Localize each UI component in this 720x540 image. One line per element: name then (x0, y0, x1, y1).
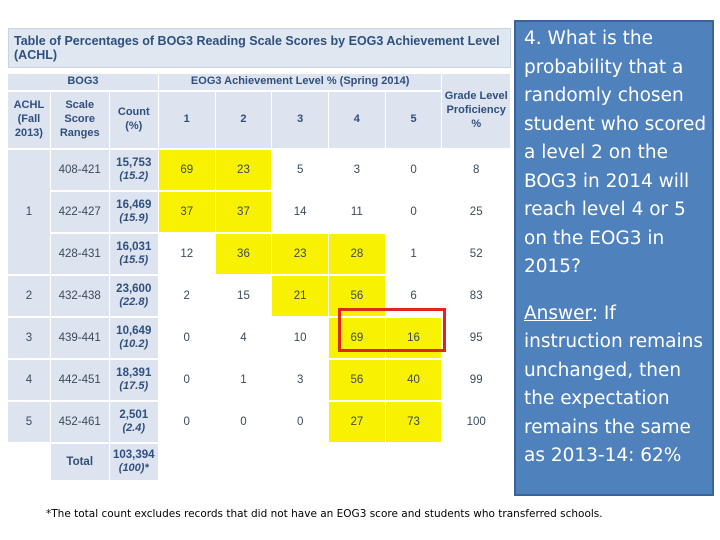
level-value-cell: 0 (272, 402, 329, 444)
range-cell: 428-431 (50, 234, 110, 276)
table-row: 4 442-451 18,391 (17.5) 0 1 3 56 40 99 (8, 360, 511, 402)
level-value-cell: 27 (329, 402, 386, 444)
table-row: 428-431 16,031 (15.5) 12 36 23 28 1 52 (8, 234, 511, 276)
level-value-cell: 2 (158, 276, 216, 318)
grade-cell: 100 (442, 402, 511, 444)
level-value-cell: 56 (329, 360, 386, 402)
level-value-cell: 6 (385, 276, 443, 318)
level-value-cell: 10 (272, 318, 329, 360)
range-cell: 408-421 (50, 150, 110, 192)
level-value-cell: 11 (329, 192, 386, 234)
level-value-cell: 0 (215, 402, 273, 444)
table-row: 5 452-461 2,501 (2.4) 0 0 0 27 73 100 (8, 402, 511, 444)
level-value-cell: 21 (272, 276, 329, 318)
level-value-cell: 23 (215, 150, 273, 192)
level-value-cell: 4 (215, 318, 273, 360)
achl-cell: 3 (8, 318, 51, 360)
scale-score-header: Scale Score Ranges (50, 92, 110, 150)
level-value-cell: 0 (158, 402, 216, 444)
level-value-cell: 16 (385, 318, 443, 360)
table-row: 2 432-438 23,600 (22.8) 2 15 21 56 6 83 (8, 276, 511, 318)
range-cell: 432-438 (50, 276, 110, 318)
level-header: 3 (272, 92, 329, 150)
range-cell: 422-427 (50, 192, 110, 234)
answer-body: : If instruction remains unchanged, then… (524, 302, 704, 467)
question-panel: 4. What is the probability that a random… (514, 20, 714, 496)
level-value-cell: 0 (385, 192, 443, 234)
range-cell: 452-461 (50, 402, 110, 444)
range-cell: 442-451 (50, 360, 110, 402)
level-value-cell: 23 (272, 234, 329, 276)
total-label: Total (50, 444, 110, 482)
achl-cell: 1 (8, 150, 51, 276)
level-value-cell: 0 (158, 318, 216, 360)
count-cell: 16,469 (15.9) (109, 192, 159, 234)
table-row: 422-427 16,469 (15.9) 37 37 14 11 0 25 (8, 192, 511, 234)
grade-level-header: Grade Level Proficiency % (442, 74, 511, 150)
achl-cell: 2 (8, 276, 51, 318)
level-value-cell: 0 (158, 360, 216, 402)
grade-cell: 8 (442, 150, 511, 192)
table-title: Table of Percentages of BOG3 Reading Sca… (8, 28, 511, 68)
level-value-cell: 1 (385, 234, 443, 276)
level-value-cell: 40 (385, 360, 443, 402)
range-cell: 439-441 (50, 318, 110, 360)
achievement-table: BOG3 EOG3 Achievement Level % (Spring 20… (8, 74, 511, 482)
achl-cell: 5 (8, 402, 51, 444)
level-value-cell: 37 (215, 192, 273, 234)
achl-header: ACHL (Fall 2013) (8, 92, 51, 150)
level-header: 1 (158, 92, 216, 150)
level-value-cell: 56 (329, 276, 386, 318)
answer-text: Answer: If instruction remains unchanged… (524, 300, 708, 471)
footnote: *The total count excludes records that d… (46, 508, 603, 520)
level-header: 4 (329, 92, 386, 150)
table-row: 3 439-441 10,649 (10.2) 0 4 10 69 16 95 (8, 318, 511, 360)
level-value-cell: 12 (158, 234, 216, 276)
level-value-cell: 14 (272, 192, 329, 234)
level-value-cell: 3 (272, 360, 329, 402)
level-value-cell: 37 (158, 192, 216, 234)
grade-cell: 83 (442, 276, 511, 318)
grade-cell: 95 (442, 318, 511, 360)
eog3-group-header: EOG3 Achievement Level % (Spring 2014) (158, 74, 443, 92)
achievement-table-panel: Table of Percentages of BOG3 Reading Sca… (8, 28, 511, 482)
bog3-group-header: BOG3 (8, 74, 159, 92)
level-header: 5 (385, 92, 443, 150)
level-value-cell: 0 (385, 150, 443, 192)
answer-label: Answer (524, 302, 592, 324)
count-cell: 16,031 (15.5) (109, 234, 159, 276)
grade-cell: 52 (442, 234, 511, 276)
level-value-cell: 69 (158, 150, 216, 192)
level-value-cell: 5 (272, 150, 329, 192)
total-row: Total 103,394 (100)* (8, 444, 511, 482)
level-value-cell: 3 (329, 150, 386, 192)
level-value-cell: 28 (329, 234, 386, 276)
level-value-cell: 15 (215, 276, 273, 318)
count-header: Count (%) (109, 92, 159, 150)
total-count-cell: 103,394 (100)* (109, 444, 159, 482)
count-cell: 10,649 (10.2) (109, 318, 159, 360)
count-cell: 18,391 (17.5) (109, 360, 159, 402)
table-row: 1 408-421 15,753 (15.2) 69 23 5 3 0 8 (8, 150, 511, 276)
grade-cell: 25 (442, 192, 511, 234)
count-cell: 15,753 (15.2) (109, 150, 159, 192)
level-header: 2 (215, 92, 273, 150)
achl-cell: 4 (8, 360, 51, 402)
question-text: 4. What is the probability that a random… (524, 28, 707, 277)
level-value-cell: 73 (385, 402, 443, 444)
grade-cell: 99 (442, 360, 511, 402)
level-value-cell: 36 (215, 234, 273, 276)
count-cell: 2,501 (2.4) (109, 402, 159, 444)
count-cell: 23,600 (22.8) (109, 276, 159, 318)
level-value-cell: 69 (329, 318, 386, 360)
level-value-cell: 1 (215, 360, 273, 402)
